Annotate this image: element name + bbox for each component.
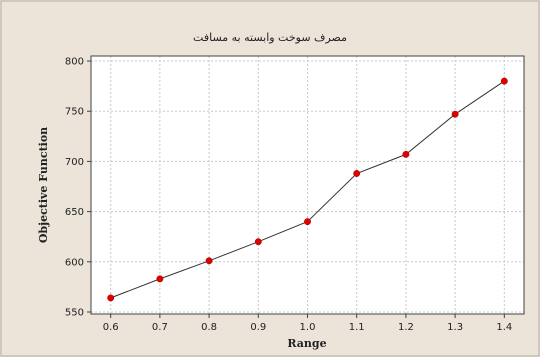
plot-frame (90, 55, 525, 315)
axes (87, 55, 525, 318)
y-tick-label: 650 (65, 207, 84, 218)
data-point (402, 150, 410, 158)
x-tick-label: 1.4 (496, 322, 512, 333)
data-series (107, 77, 508, 302)
x-tick-label: 0.6 (103, 322, 119, 333)
data-point (304, 218, 311, 226)
data-point (500, 77, 508, 85)
y-tick-label: 600 (65, 257, 84, 268)
data-point (107, 294, 115, 302)
y-tick-label: 800 (65, 57, 84, 68)
x-tick-label: 1.3 (447, 322, 463, 333)
x-tick-label: 1.1 (349, 322, 365, 333)
x-tick-label: 1.0 (300, 322, 316, 333)
data-point (451, 110, 459, 118)
x-tick-label: 0.8 (201, 322, 217, 333)
data-point (205, 257, 213, 265)
x-axis-label: Range (287, 337, 326, 350)
y-axis-label: Objective Function (37, 127, 50, 243)
y-tick-label: 550 (65, 307, 84, 318)
data-point (156, 275, 164, 283)
data-point (353, 170, 361, 177)
y-tick-label: 700 (65, 157, 84, 168)
tick-labels: 0.6 0.7 0.8 0.9 1.0 1.1 1.2 1.3 1.4 550 600 650 700 7… (65, 57, 512, 333)
x-tick-label: 1.2 (398, 322, 414, 333)
grid-lines (91, 56, 524, 314)
chart-title: مصرف سوخت وابسته به مسافت (193, 31, 347, 44)
x-tick-label: 0.7 (152, 322, 168, 333)
x-tick-label: 0.9 (250, 322, 266, 333)
y-tick-label: 750 (65, 107, 84, 118)
data-point (254, 238, 262, 246)
